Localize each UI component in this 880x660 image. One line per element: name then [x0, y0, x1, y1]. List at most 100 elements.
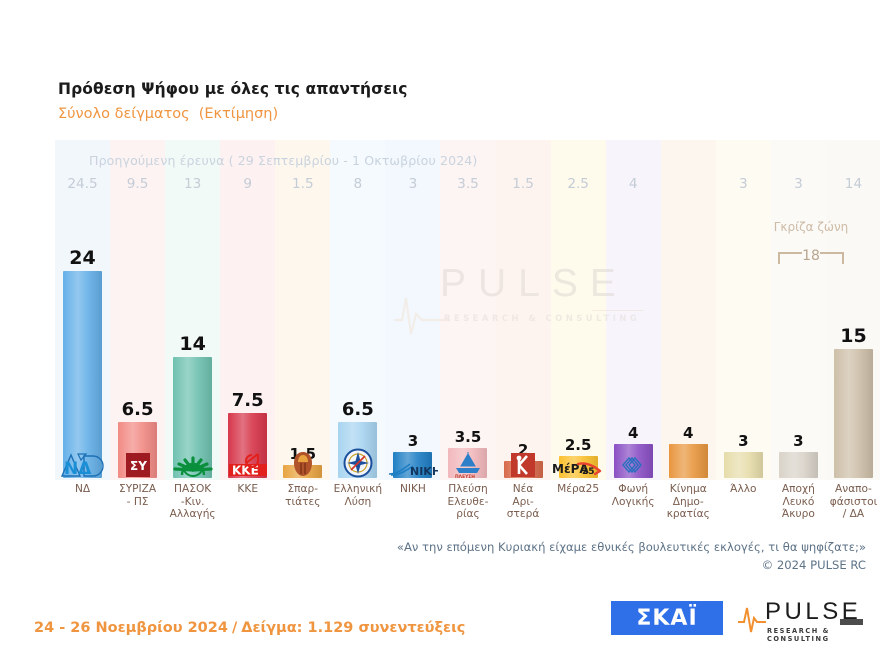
chart-bar[interactable]: [448, 447, 488, 478]
x-axis-label: ΣΥΡΙΖΑ - ΠΣ: [110, 483, 165, 508]
pulse-wave-icon: [738, 607, 766, 633]
x-axis-label-line: ΠΑΣΟΚ: [174, 483, 212, 495]
bar-value-label: 24: [69, 247, 96, 270]
previous-survey-value: 14: [844, 176, 863, 192]
date-sample-separator: /: [231, 620, 238, 636]
chart-column: 1.5 1.5: [275, 140, 331, 480]
previous-survey-value: 8: [353, 176, 363, 192]
column-background: [495, 140, 551, 480]
previous-survey-value: 9: [243, 176, 253, 192]
chart-column: 3.5 3.5 ΠΛΕΥΣΗ: [440, 140, 496, 480]
chart-column: 24.5 24 ΝΔ: [55, 140, 111, 480]
bar-value-label: 3: [407, 432, 419, 451]
x-axis-label-line: Αλλαγής: [169, 508, 216, 521]
chart-bar[interactable]: [338, 422, 378, 478]
skai-logo-text: ΣΚΑΪ: [636, 605, 698, 631]
grey-zone-bracket-right: [820, 252, 844, 264]
previous-survey-value: 1.5: [291, 176, 314, 192]
x-axis-label-line: Κίνημα: [669, 483, 707, 495]
column-background: [660, 140, 716, 480]
x-axis-label-line: Δημο-: [672, 495, 704, 508]
x-axis-label-line: -Κιν.: [180, 495, 205, 508]
x-axis-label-line: Φωνή: [618, 483, 649, 495]
chart-column: 13 14: [165, 140, 221, 480]
x-axis-label-line: Πλεύση: [448, 483, 488, 495]
bar-value-label: 3: [793, 432, 804, 451]
chart-bar[interactable]: [723, 452, 763, 478]
bar-value-label: 1.5: [289, 445, 317, 464]
skai-logo: ΣΚΑΪ: [611, 601, 723, 635]
pulse-logo-box: [840, 619, 863, 625]
column-background: [275, 140, 331, 480]
chart-bar[interactable]: [558, 456, 598, 478]
chart-bar[interactable]: [283, 465, 323, 478]
previous-survey-value: 3.5: [457, 176, 479, 192]
chart-bar[interactable]: [118, 422, 158, 478]
pulse-logo: PULSE RESEARCH & CONSULTING: [737, 598, 867, 643]
x-axis-label-line: Μέρα25: [557, 483, 600, 495]
chart-bar[interactable]: [833, 348, 873, 478]
x-axis-label: Μέρα25: [551, 483, 606, 496]
bar-value-label: 6.5: [341, 399, 374, 420]
chart-bar[interactable]: [63, 271, 102, 478]
chart-bar[interactable]: [778, 452, 818, 478]
x-axis-label-line: Άκυρο: [781, 508, 815, 521]
x-axis-label: Άλλο: [716, 483, 771, 496]
chart-bar[interactable]: [613, 443, 653, 478]
page-title: Πρόθεση Ψήφου με όλες τις απαντήσεις: [58, 80, 408, 98]
x-axis-label: ΚΚΕ: [220, 483, 275, 496]
x-axis-label-line: Ελληνική: [333, 483, 383, 495]
bar-value-label: 7.5: [231, 390, 264, 412]
poll-question: «Αν την επόμενη Κυριακή είχαμε εθνικές β…: [396, 540, 866, 554]
date-range: 24 - 26 Νοεμβρίου 2024: [34, 620, 228, 636]
x-axis-label-line: ρίας: [456, 508, 480, 521]
bar-value-label: 6.5: [121, 399, 154, 420]
x-axis-label-line: Λευκό: [782, 495, 815, 508]
x-axis-label-line: Αποχή: [781, 483, 815, 495]
chart-column: 1.5 2: [495, 140, 551, 480]
chart-column: 8 6.5: [330, 140, 386, 480]
bar-value-label: 4: [683, 423, 694, 442]
chart-column: 9 7.5 ΚΚΕ: [220, 140, 276, 480]
x-axis-label-line: / ΔΑ: [842, 508, 865, 521]
grey-zone-bracket-left: [778, 252, 802, 264]
x-axis-label-line: Αρι-: [512, 495, 534, 508]
chart-bar[interactable]: [228, 413, 268, 478]
chart-plot-area: 24.5 24 ΝΔ 9.5 6.5 ΣΥ 13 14 9 7.5 ΚΚΕ 1.5 1.5 8 6.5 3 3 Ν…: [55, 140, 880, 480]
chart-bar[interactable]: [503, 460, 543, 478]
x-axis-label: ΝΔ: [55, 483, 110, 496]
x-axis-label-line: φάσιστοι: [829, 495, 878, 508]
x-axis-label: Νέα Αρι-στερά: [496, 483, 551, 521]
x-axis-label-line: Νέα: [512, 483, 534, 495]
previous-survey-value: 1.5: [512, 176, 534, 192]
bar-value-label: 3: [738, 432, 749, 451]
x-axis-label-line: Λύση: [344, 495, 372, 508]
sample-size: Δείγμα: 1.129 συνεντεύξεις: [241, 620, 466, 636]
previous-survey-label: Προηγούμενη έρευνα ( 29 Σεπτεμβρίου - 1 …: [89, 153, 478, 168]
chart-bar[interactable]: [668, 443, 708, 478]
x-axis-label: Αποχή Λευκό Άκυρο: [771, 483, 826, 521]
grey-zone-value: 18: [802, 248, 820, 264]
chart-bar[interactable]: [173, 357, 213, 478]
x-axis-label-line: Σπαρ-: [287, 483, 319, 495]
x-axis-label: Φωνή Λογικής: [606, 483, 661, 508]
chart-bar[interactable]: [393, 452, 433, 478]
chart-x-axis: ΝΔ ΣΥΡΙΖΑ - ΠΣ ΠΑΣΟΚ -Κιν. Αλλαγής ΚΚΕ Σπαρ-τιά…: [55, 483, 880, 541]
previous-survey-value: 9.5: [126, 176, 149, 192]
page-subtitle: Σύνολο δείγματος (Εκτίμηση): [58, 106, 278, 122]
x-axis-label: Ελληνική Λύση: [330, 483, 385, 508]
x-axis-label-line: Λογικής: [611, 495, 655, 508]
subtitle-text: Σύνολο δείγματος: [58, 106, 190, 122]
x-axis-label-line: - ΠΣ: [126, 495, 149, 508]
x-axis-label-line: ΝΙΚΗ: [399, 483, 426, 495]
chart-column: 9.5 6.5 ΣΥ: [110, 140, 166, 480]
previous-survey-value: 3: [739, 176, 748, 192]
previous-survey-value: 3: [794, 176, 803, 192]
x-axis-label: Πλεύση Ελευθε-ρίας: [440, 483, 495, 521]
column-background: [770, 140, 826, 480]
x-axis-label-line: ΝΔ: [74, 483, 91, 495]
bar-value-label: 4: [627, 423, 639, 442]
